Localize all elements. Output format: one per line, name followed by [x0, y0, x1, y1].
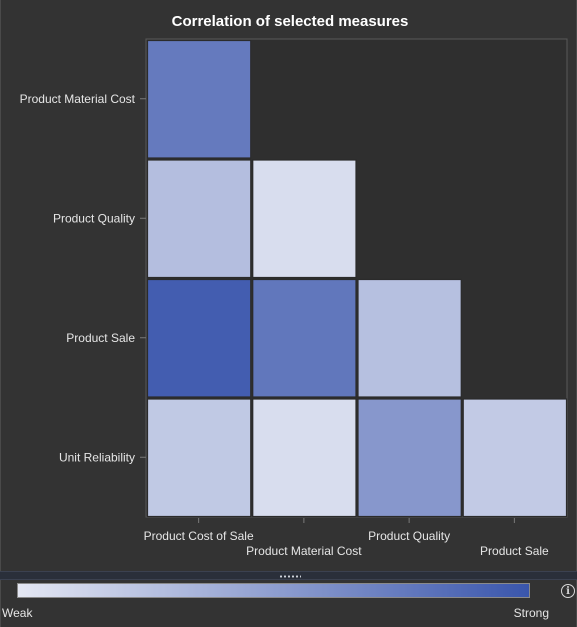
info-icon[interactable]: i — [561, 584, 575, 598]
y-tick-label: Product Quality — [53, 211, 135, 225]
heatmap-cell[interactable] — [357, 398, 462, 518]
legend-splitter[interactable] — [0, 571, 577, 580]
heatmap-cell[interactable] — [252, 278, 357, 398]
legend-strong-label: Strong — [513, 606, 549, 620]
heatmap-cell[interactable] — [357, 278, 462, 398]
y-tick-label: Unit Reliability — [59, 450, 135, 464]
x-tick-label: Product Quality — [368, 529, 450, 543]
legend-weak-label: Weak — [2, 606, 33, 620]
chart-title: Correlation of selected measures — [172, 13, 409, 30]
heatmap-cell[interactable] — [146, 278, 252, 398]
x-tick-label: Product Sale — [480, 544, 549, 558]
heatmap-cell[interactable] — [146, 159, 252, 279]
heatmap-cell[interactable] — [252, 159, 357, 279]
x-tick-label: Product Cost of Sale — [144, 529, 254, 543]
plot-area: Product Material Cost Product Quality Prod… — [20, 38, 568, 558]
x-tick-label: Product Material Cost — [246, 544, 362, 558]
resize-handle-icon[interactable] — [279, 575, 301, 578]
heatmap-cell[interactable] — [146, 398, 252, 518]
heatmap-cell[interactable] — [146, 39, 252, 159]
heatmap-cell[interactable] — [252, 398, 357, 518]
y-tick-label: Product Material Cost — [20, 92, 136, 106]
correlation-heatmap: Correlation of selected measures Product… — [20, 13, 568, 558]
color-legend-gradient — [17, 583, 530, 598]
heatmap-cell[interactable] — [462, 398, 568, 518]
y-tick-label: Product Sale — [66, 331, 135, 345]
